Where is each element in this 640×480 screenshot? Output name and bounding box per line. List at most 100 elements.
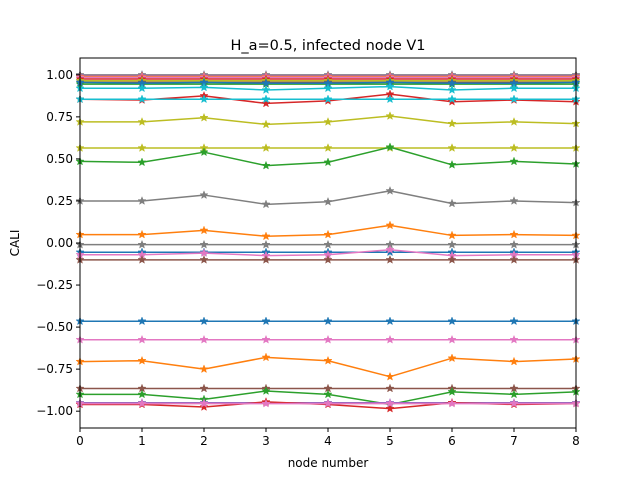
x-axis-ticks: 0 1 2 3 4 5 6 7 8 <box>76 428 580 448</box>
data-point <box>261 352 271 362</box>
data-point <box>199 147 209 157</box>
data-point <box>323 316 333 326</box>
data-point <box>323 334 333 344</box>
data-point <box>261 239 271 249</box>
y-tick-label: −0.25 <box>36 278 73 292</box>
x-tick-label: 0 <box>76 434 84 448</box>
data-point <box>261 231 271 241</box>
data-point <box>385 185 395 195</box>
data-point <box>199 94 209 104</box>
data-point <box>385 111 395 120</box>
data-point <box>199 334 209 344</box>
data-point <box>447 94 457 104</box>
data-point <box>385 254 395 264</box>
data-point <box>261 199 271 209</box>
data-point <box>137 196 147 205</box>
series-21 <box>75 254 581 264</box>
data-point <box>261 143 271 152</box>
data-point <box>199 112 209 122</box>
data-point <box>199 248 209 258</box>
data-point <box>199 398 209 408</box>
data-point <box>509 356 519 366</box>
data-point <box>385 398 395 408</box>
data-point <box>447 239 457 249</box>
data-point <box>447 143 457 152</box>
data-point <box>323 254 333 264</box>
data-point <box>509 389 519 399</box>
data-point <box>137 83 147 93</box>
y-axis-label: CALI <box>8 230 22 257</box>
data-point <box>385 81 395 91</box>
data-point <box>323 116 333 126</box>
data-point <box>137 229 147 239</box>
data-point <box>385 142 395 152</box>
x-tick-label: 8 <box>572 434 580 448</box>
series-layer <box>75 69 581 413</box>
data-point <box>261 160 271 170</box>
data-point <box>261 254 271 264</box>
data-point <box>447 353 457 363</box>
data-point <box>385 316 395 326</box>
data-point <box>509 196 519 205</box>
data-point <box>447 118 457 128</box>
plot-frame <box>79 57 577 429</box>
data-point <box>261 98 271 108</box>
data-point <box>509 229 519 239</box>
x-tick-label: 5 <box>386 434 394 448</box>
data-point <box>137 355 147 365</box>
data-point <box>323 239 333 249</box>
data-point <box>199 383 209 393</box>
data-point <box>199 316 209 326</box>
x-tick-label: 4 <box>324 434 332 448</box>
data-point <box>199 190 209 200</box>
data-point <box>137 157 147 167</box>
data-point <box>137 316 147 326</box>
y-tick-label: −0.75 <box>36 362 73 376</box>
data-point <box>447 96 457 106</box>
data-point <box>447 334 457 344</box>
series-24 <box>75 352 581 381</box>
data-point <box>509 239 519 249</box>
data-point <box>385 94 395 104</box>
x-tick-label: 1 <box>138 434 146 448</box>
data-point <box>199 82 209 92</box>
data-point <box>261 94 271 104</box>
data-point <box>323 355 333 365</box>
y-tick-label: −0.50 <box>36 320 73 334</box>
data-point <box>137 239 147 249</box>
data-point <box>261 119 271 129</box>
y-tick-label: 0.50 <box>46 152 73 166</box>
data-point <box>385 220 395 230</box>
x-axis-label: node number <box>288 456 369 470</box>
series-13 <box>75 111 581 129</box>
x-tick-label: 2 <box>200 434 208 448</box>
data-point <box>509 316 519 326</box>
x-tick-label: 6 <box>448 434 456 448</box>
data-point <box>447 254 457 264</box>
data-point <box>137 116 147 126</box>
data-point <box>199 225 209 235</box>
data-point <box>323 398 333 408</box>
data-point <box>447 316 457 326</box>
data-point <box>509 156 519 166</box>
data-point <box>509 116 519 126</box>
y-axis-ticks: −1.00 −0.75 −0.50 −0.25 0.00 0.25 0.50 0.75 1.00 <box>36 68 80 418</box>
y-tick-label: −1.00 <box>36 404 73 418</box>
data-point <box>385 247 395 257</box>
data-point <box>137 334 147 344</box>
chart-title: H_a=0.5, infected node V1 <box>230 38 425 54</box>
data-point <box>323 157 333 167</box>
data-point <box>447 85 457 94</box>
data-point <box>509 254 519 264</box>
series-12 <box>75 94 581 104</box>
data-point <box>199 239 209 249</box>
data-point <box>323 196 333 206</box>
data-point <box>385 383 395 393</box>
data-point <box>385 334 395 344</box>
data-point <box>137 389 147 399</box>
data-point <box>447 386 457 396</box>
data-point <box>447 159 457 169</box>
data-point <box>447 198 457 208</box>
